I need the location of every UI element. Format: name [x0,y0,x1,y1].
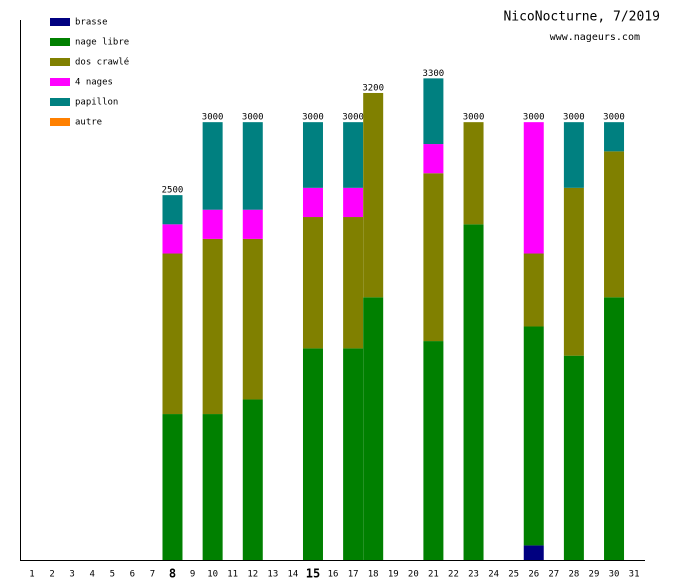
bar-segment [302,217,323,349]
x-tick-label: 6 [130,570,135,580]
bar-segment [202,414,223,560]
x-tick-label: 8 [169,567,176,580]
x-tick-label: 27 [548,570,559,580]
bar-segment [202,122,223,210]
x-tick-label: 15 [306,567,320,580]
bar-segment [604,297,625,560]
bar-segment [162,253,183,415]
legend-swatch [50,58,70,66]
x-tick-label: 16 [328,570,339,580]
x-tick-label: 3 [69,570,74,580]
bar-segment [463,224,484,560]
bar-segment [563,187,584,356]
bar-segment [302,348,323,560]
x-tick-label: 24 [488,570,499,580]
x-tick-label: 7 [150,570,155,580]
x-tick-label: 2 [49,570,54,580]
x-tick-label: 1 [29,570,34,580]
legend-label: brasse [75,18,108,28]
bar-segment [302,122,323,188]
bar-segment [162,224,183,254]
bar-segment [604,151,625,298]
bar-segment [202,209,223,239]
x-tick-label: 17 [348,570,359,580]
bar-segment [604,122,625,152]
bar-segment [242,209,263,239]
total-label: 3000 [523,113,545,123]
x-tick-label: 30 [609,570,620,580]
legend-swatch [50,98,70,106]
bar-segment [343,348,364,560]
legend-swatch [50,118,70,126]
legend-label: 4 nages [75,78,113,88]
x-tick-label: 28 [568,570,579,580]
legend-label: dos crawlé [75,57,129,68]
bar-segment [343,187,364,218]
bar-segment [242,122,263,210]
bar-segment [162,414,183,560]
x-tick-label: 18 [368,570,379,580]
total-label: 3000 [242,113,264,123]
x-tick-label: 29 [589,570,600,580]
bar-segment [242,399,263,560]
bar-segment [523,326,544,546]
bar-segment [523,122,544,254]
legend-swatch [50,18,70,26]
bar-segment [423,173,444,342]
legend-swatch [50,38,70,46]
x-tick-label: 9 [190,570,195,580]
bar-segment [463,122,484,225]
bar-segment [363,92,384,298]
total-label: 3000 [563,113,585,123]
chart-title: NicoNocturne, 7/2019 [503,10,660,25]
bar-segment [423,341,444,560]
bar-segment [162,195,183,225]
x-tick-label: 22 [448,570,459,580]
x-tick-label: 14 [287,570,298,580]
bar-segment [202,238,223,415]
bar-segment [242,238,263,400]
bar-segment [423,78,444,145]
x-tick-label: 26 [528,570,539,580]
chart-subtitle: www.nageurs.com [550,32,640,43]
bar-segment [363,297,384,560]
bar-segment [302,187,323,218]
x-tick-label: 13 [267,570,278,580]
total-label: 3300 [423,69,445,79]
x-tick-label: 31 [629,570,640,580]
x-tick-label: 21 [428,570,439,580]
total-label: 3000 [342,113,364,123]
x-tick-label: 12 [247,570,258,580]
x-tick-label: 11 [227,570,238,580]
x-tick-label: 5 [110,570,115,580]
x-tick-label: 10 [207,570,218,580]
legend-label: nage libre [75,38,129,48]
x-tick-label: 19 [388,570,399,580]
legend-label: papillon [75,98,118,108]
x-tick-label: 23 [468,570,479,580]
total-label: 3000 [202,113,224,123]
legend-label: autre [75,118,102,128]
total-label: 2500 [162,186,184,196]
x-tick-label: 4 [89,570,94,580]
x-tick-label: 20 [408,570,419,580]
total-label: 3000 [463,113,485,123]
total-label: 3000 [302,113,324,123]
legend-swatch [50,78,70,86]
bar-segment [343,217,364,349]
bar-segment [523,253,544,327]
bar-segment [423,144,444,174]
total-label: 3000 [603,113,625,123]
bar-segment [343,122,364,188]
x-tick-label: 25 [508,570,519,580]
bar-segment [563,355,584,560]
total-label: 3200 [362,83,384,93]
bar-segment [523,545,544,560]
bar-segment [563,122,584,188]
